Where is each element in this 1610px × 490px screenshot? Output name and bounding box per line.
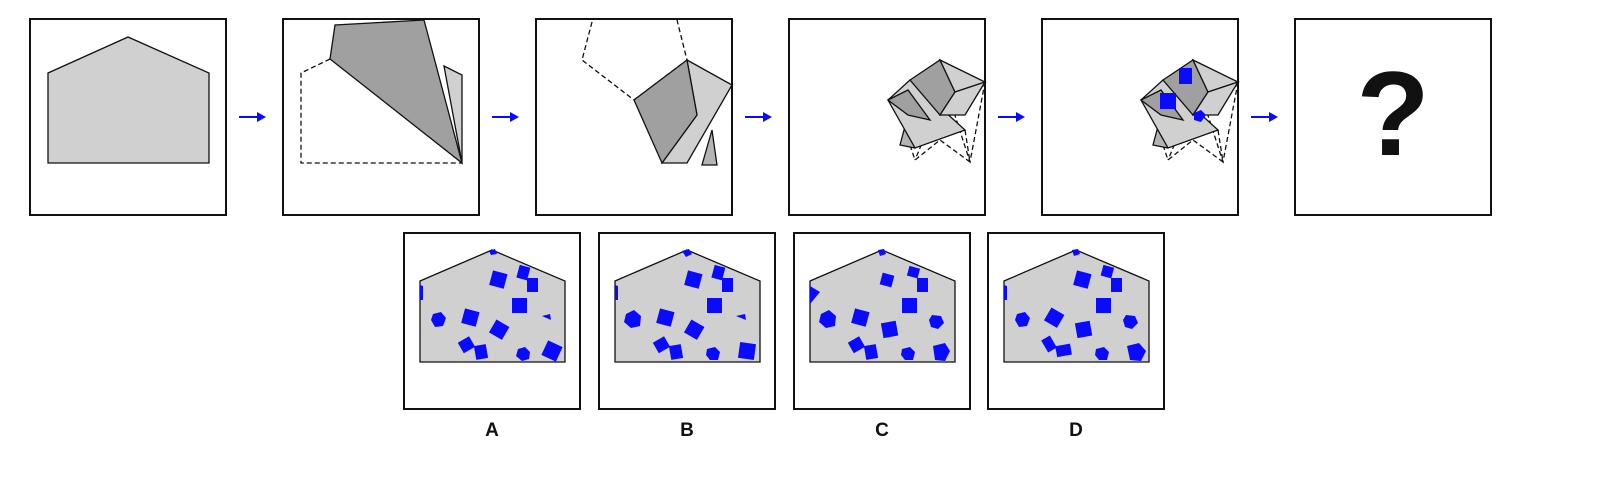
option-a-panel[interactable] — [403, 232, 581, 410]
option-c-panel[interactable] — [793, 232, 971, 410]
option-a-label: A — [485, 420, 499, 441]
option-b-panel[interactable] — [598, 232, 776, 410]
paper-unfolded — [47, 36, 210, 164]
step-4-panel — [788, 18, 987, 216]
step-5-panel — [1041, 18, 1240, 216]
option-c-label: C — [875, 420, 889, 441]
option-b-figure — [614, 249, 761, 363]
option-c-figure — [809, 249, 956, 363]
option-d-figure — [1003, 249, 1150, 363]
step-3-panel — [535, 18, 733, 216]
arrow-right-icon — [239, 112, 266, 122]
arrow-right-icon — [1251, 112, 1278, 122]
step-2-panel — [282, 18, 480, 216]
punch-hole — [1160, 93, 1176, 109]
option-b-label: B — [680, 420, 694, 441]
arrow-right-icon — [492, 112, 519, 122]
arrow-right-icon — [998, 112, 1025, 122]
step-1-panel — [29, 18, 227, 216]
paper-fold-3 — [886, 58, 987, 164]
paper-fold-1 — [300, 20, 464, 165]
paper-fold-2 — [581, 20, 733, 166]
question-panel: ? — [1294, 18, 1492, 216]
arrow-right-icon — [745, 112, 772, 122]
punch-hole — [1179, 68, 1192, 84]
paper-punched — [1139, 58, 1240, 164]
punch-hole — [1194, 110, 1206, 122]
option-a-figure — [419, 249, 566, 363]
option-d-panel[interactable] — [987, 232, 1165, 410]
question-mark: ? — [1356, 47, 1430, 181]
option-d-label: D — [1069, 420, 1083, 441]
